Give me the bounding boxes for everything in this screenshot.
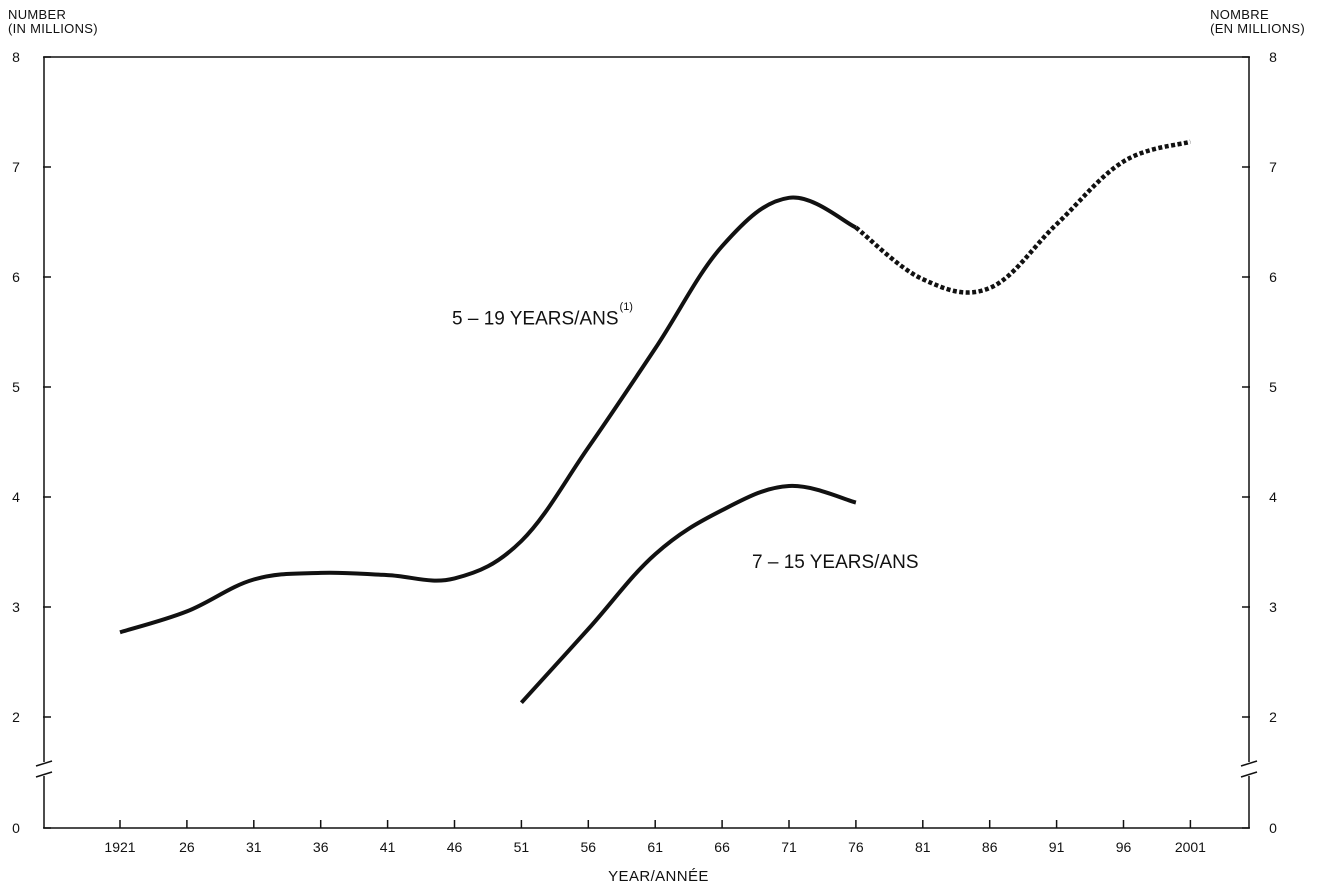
y-axis-title-left-line1: NUMBER <box>8 7 67 22</box>
x-tick-label: 51 <box>514 839 530 855</box>
series-label-7-15: 7 – 15 YEARS/ANS <box>752 552 919 573</box>
y-tick-label-right: 8 <box>1269 49 1277 65</box>
y-tick-label-left: 0 <box>12 820 20 836</box>
y-tick-label-right: 6 <box>1269 269 1277 285</box>
y-tick-label-right: 3 <box>1269 599 1277 615</box>
y-axis-left-break-mark <box>35 771 53 778</box>
x-tick-label: 1921 <box>104 839 135 855</box>
y-tick-label-right: 0 <box>1269 820 1277 836</box>
y-tick-label-left: 5 <box>12 379 20 395</box>
y-tick-label-right: 4 <box>1269 489 1277 505</box>
x-tick-label: 41 <box>380 839 396 855</box>
y-axis-right-break-mark <box>1240 760 1258 767</box>
y-tick-label-right: 7 <box>1269 159 1277 175</box>
x-tick-label: 66 <box>714 839 730 855</box>
series-lines <box>119 139 1192 705</box>
x-tick-label: 56 <box>581 839 597 855</box>
y-axis-title-right-line1: NOMBRE <box>1210 7 1269 22</box>
y-axis-title-right-line2: (EN MILLIONS) <box>1210 21 1305 36</box>
series-label-5-19: 5 – 19 YEARS/ANS(1) <box>452 301 633 330</box>
y-tick-label-left: 3 <box>12 599 20 615</box>
y-axis-right-break-mark <box>1240 771 1258 778</box>
x-tick-label: 81 <box>915 839 931 855</box>
x-tick-label: 76 <box>848 839 864 855</box>
y-tick-label-right: 5 <box>1269 379 1277 395</box>
y-axis-left-break-mark <box>35 760 53 767</box>
x-tick-label: 71 <box>781 839 797 855</box>
x-tick-label: 61 <box>647 839 663 855</box>
x-tick-label: 46 <box>447 839 463 855</box>
y-tick-label-left: 4 <box>12 489 20 505</box>
footnote-marker: (1) <box>619 301 633 313</box>
y-tick-label-left: 6 <box>12 269 20 285</box>
y-tick-label-left: 8 <box>12 49 20 65</box>
y-tick-label-left: 7 <box>12 159 20 175</box>
y-tick-label-left: 2 <box>12 709 20 725</box>
x-tick-label: 26 <box>179 839 195 855</box>
x-tick-label: 86 <box>982 839 998 855</box>
x-axis-title: YEAR/ANNÉE <box>608 868 709 885</box>
x-tick-label: 96 <box>1116 839 1132 855</box>
x-tick-label: 2001 <box>1175 839 1206 855</box>
series-line-1-actual <box>519 483 857 705</box>
series-line-0-projected <box>854 139 1192 295</box>
y-axis-title-right: NOMBRE (EN MILLIONS) <box>1210 8 1305 36</box>
x-tick-label: 36 <box>313 839 329 855</box>
y-tick-label-right: 2 <box>1269 709 1277 725</box>
axes <box>35 56 1258 829</box>
y-axis-title-left-line2: (IN MILLIONS) <box>8 21 98 36</box>
x-tick-label: 31 <box>246 839 262 855</box>
x-tick-label: 91 <box>1049 839 1065 855</box>
series-line-0-actual <box>119 195 857 635</box>
y-axis-title-left: NUMBER (IN MILLIONS) <box>8 8 98 36</box>
series-label-5-19-text: 5 – 19 YEARS/ANS <box>452 308 619 330</box>
